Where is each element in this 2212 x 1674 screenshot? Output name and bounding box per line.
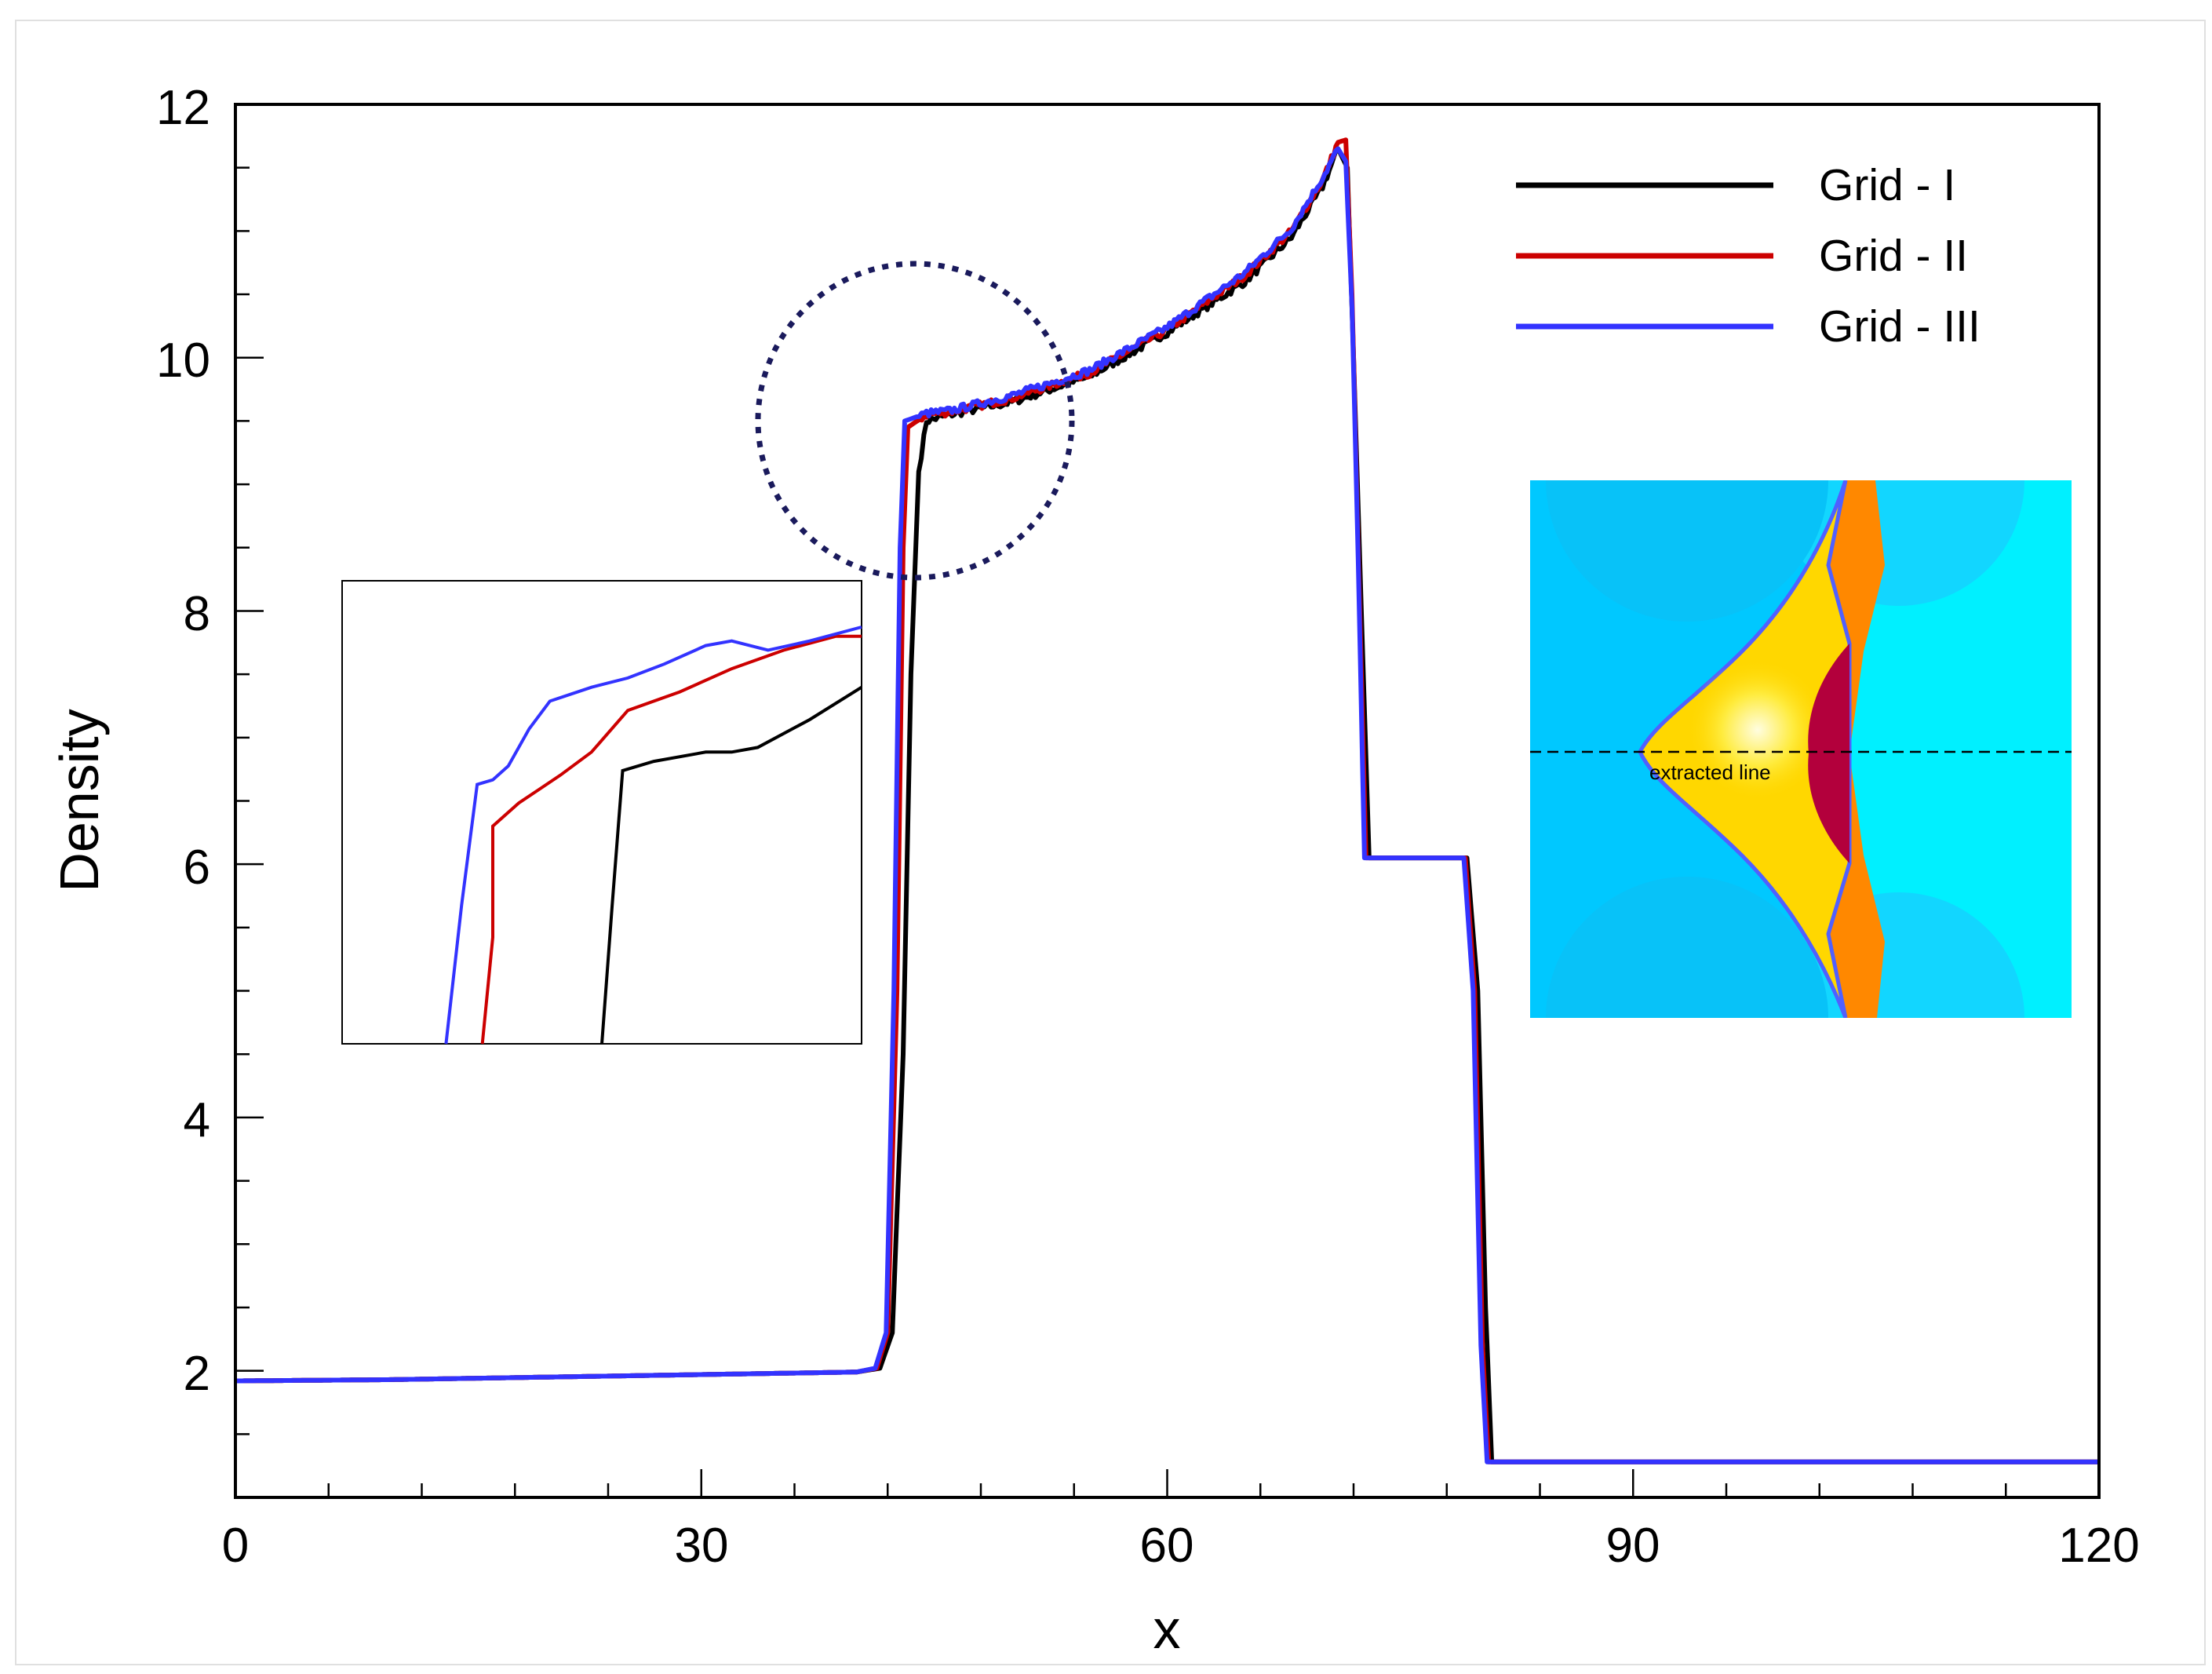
contour-arc-top-left <box>1546 480 1828 622</box>
y-tick-label-8: 8 <box>184 587 210 641</box>
zoom-inset-lines <box>444 625 863 1045</box>
y-tick-label-10: 10 <box>156 334 210 388</box>
x-tick-label-120: 120 <box>2058 1519 2139 1573</box>
zoom-inset-frame <box>341 580 862 1045</box>
contour-arc-bottom-left <box>1546 877 1828 1018</box>
y-tick-label-12: 12 <box>156 81 210 135</box>
x-axis-label: x <box>1153 1599 1181 1660</box>
x-tick-label-0: 0 <box>222 1519 249 1573</box>
y-tick-labels: 2 4 6 8 10 12 <box>156 81 210 1401</box>
x-tick-label-90: 90 <box>1606 1519 1660 1573</box>
contour-inset: extracted line <box>1530 480 2072 1018</box>
zoom-line-grid-i <box>600 686 863 1045</box>
x-tick-label-60: 60 <box>1140 1519 1194 1573</box>
extracted-line-label: extracted line <box>1649 760 1771 784</box>
series-line-grid-iii <box>235 146 2099 1464</box>
figure-frame <box>15 20 2206 1665</box>
legend-label-grid-i: Grid - I <box>1819 160 1955 210</box>
y-axis-label: Density <box>49 709 110 892</box>
legend: Grid - I Grid - II Grid - III <box>1516 160 1981 352</box>
x-tick-labels: 0 30 60 90 120 <box>222 1519 2140 1573</box>
legend-label-grid-iii: Grid - III <box>1819 301 1981 352</box>
plot-frame <box>234 103 2101 1499</box>
zoom-line-grid-ii <box>480 634 862 1045</box>
contour-crimson-region <box>1808 644 1849 863</box>
legend-label-grid-ii: Grid - II <box>1819 231 1968 281</box>
zoom-line-grid-iii <box>444 625 862 1045</box>
y-tick-label-6: 6 <box>184 841 210 895</box>
zoom-inset <box>341 580 863 1045</box>
zoom-region-circle <box>755 261 1075 581</box>
series-lines <box>235 137 2099 1464</box>
y-tick-label-2: 2 <box>184 1347 210 1401</box>
contour-hotspot <box>1687 659 1828 801</box>
y-tick-label-4: 4 <box>184 1093 210 1147</box>
x-tick-label-30: 30 <box>675 1519 729 1573</box>
